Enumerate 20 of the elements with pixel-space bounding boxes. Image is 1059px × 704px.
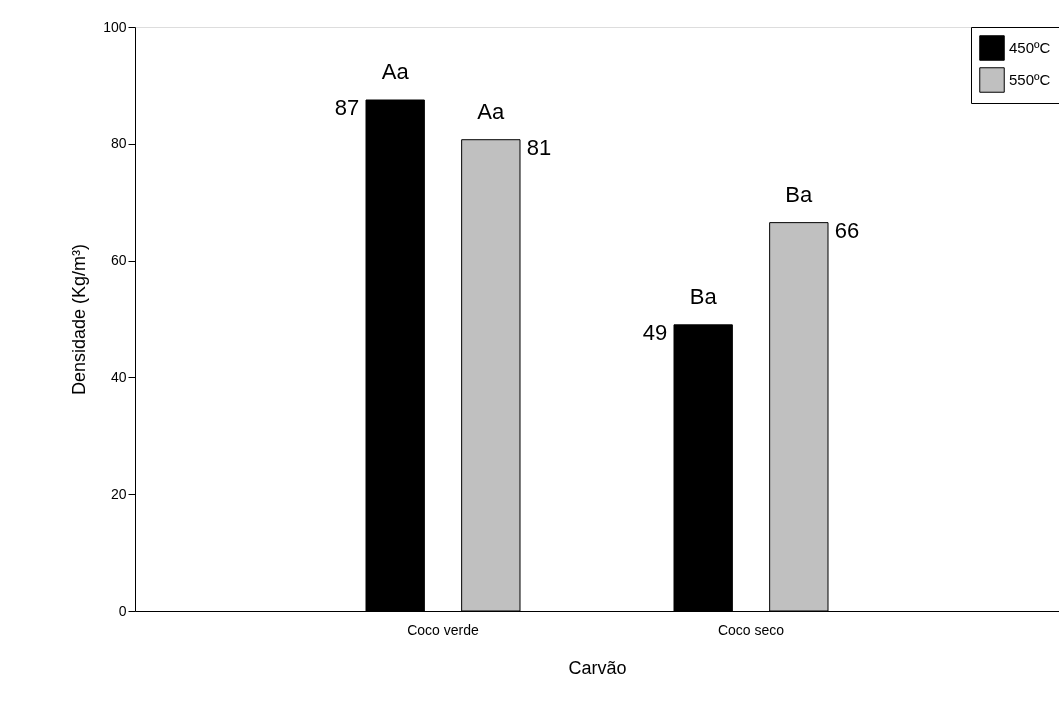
annotation: Aa: [381, 59, 410, 84]
y-tick-label: 80: [110, 135, 127, 152]
y-axis-title: Densidade (Kg/m³): [69, 243, 90, 396]
y-tick-label: 60: [110, 252, 127, 269]
legend-label: 550ºC: [1009, 71, 1051, 88]
y-tick-label: 40: [110, 368, 127, 385]
y-tick-label: 0: [118, 602, 127, 619]
data-label: 66: [834, 217, 860, 243]
y-tick-label: 20: [110, 485, 127, 502]
data-label: 87: [334, 95, 360, 120]
annotation: Ba: [785, 181, 814, 207]
data-label: 49: [642, 319, 668, 345]
x-tick-label: Coco seco: [717, 621, 785, 638]
x-tick-label: Coco verde: [407, 621, 480, 638]
annotation: Aa: [477, 98, 506, 124]
annotation: Ba: [689, 283, 718, 309]
legend-label: 450ºC: [1009, 39, 1051, 56]
y-tick-label: 100: [103, 18, 127, 35]
data-label: 81: [526, 134, 552, 160]
x-axis-title: Carvão: [568, 657, 627, 678]
